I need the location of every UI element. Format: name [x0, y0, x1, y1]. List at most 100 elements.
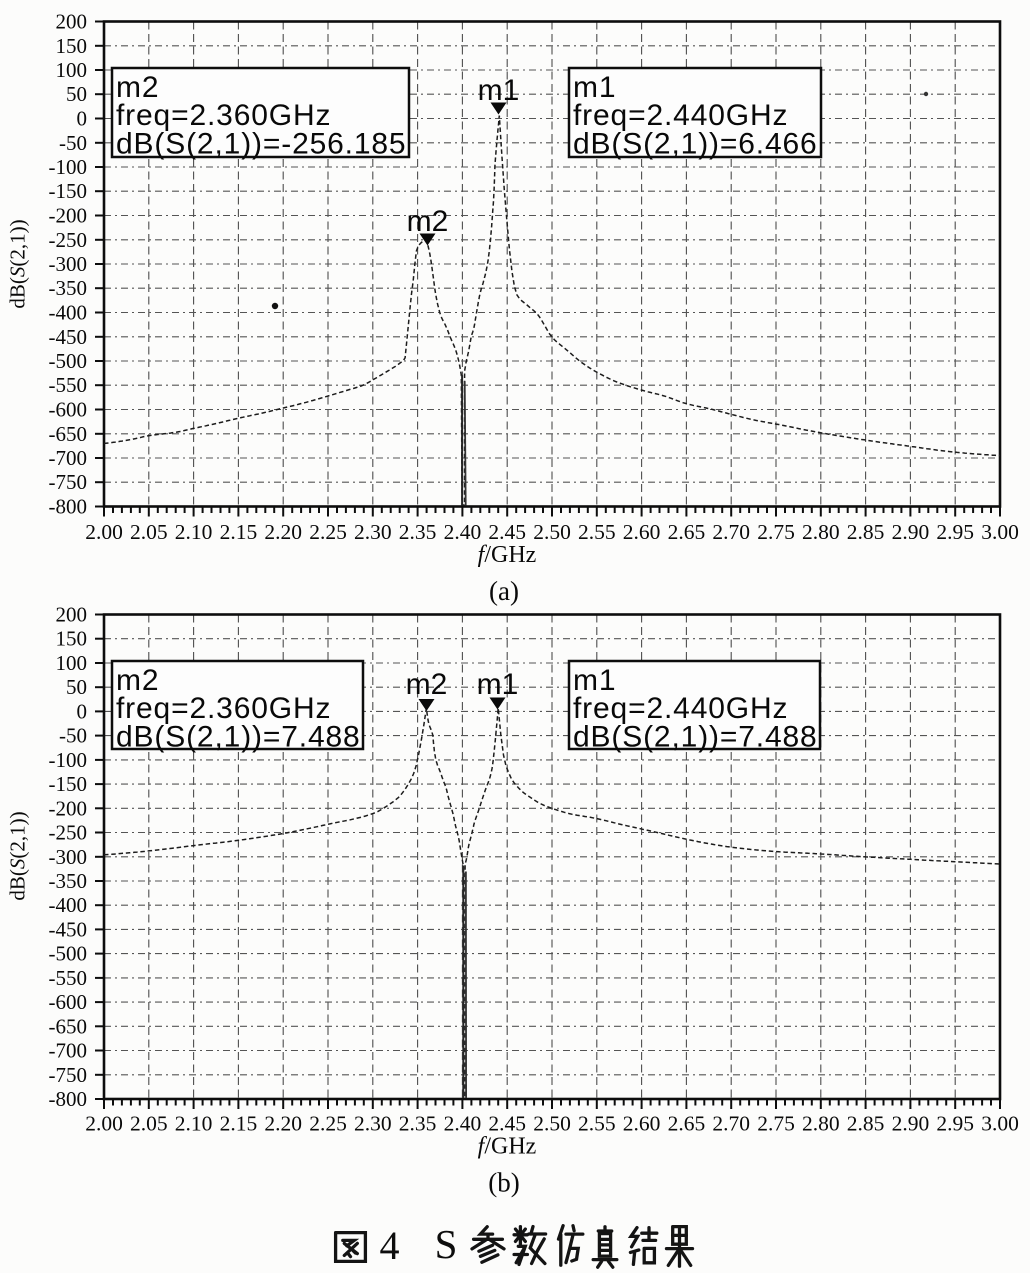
svg-text:4: 4 [380, 1223, 400, 1268]
svg-text:dB(S(2,1))=-256.185: dB(S(2,1))=-256.185 [116, 127, 406, 160]
svg-text:(a): (a) [489, 576, 519, 606]
svg-text:-200: -200 [49, 796, 88, 820]
svg-text:2.45: 2.45 [488, 1112, 526, 1136]
svg-text:2.15: 2.15 [220, 1112, 258, 1136]
svg-text:2.50: 2.50 [533, 1112, 571, 1136]
svg-text:-50: -50 [59, 131, 87, 155]
svg-text:2.90: 2.90 [892, 520, 930, 544]
svg-text:3.00: 3.00 [981, 1112, 1019, 1136]
svg-text:2.95: 2.95 [936, 520, 974, 544]
svg-text:200: 200 [56, 603, 88, 627]
svg-text:2.55: 2.55 [578, 1112, 616, 1136]
svg-text:2.30: 2.30 [354, 1112, 392, 1136]
svg-text:150: 150 [56, 34, 88, 58]
svg-text:-800: -800 [49, 495, 88, 519]
svg-text:-250: -250 [49, 821, 88, 845]
svg-text:dB(S(2,1)): dB(S(2,1)) [6, 811, 30, 900]
svg-text:2.90: 2.90 [892, 1112, 930, 1136]
svg-text:-550: -550 [49, 373, 88, 397]
svg-text:f/GHz: f/GHz [478, 542, 537, 568]
svg-text:dB(S(2,1))=7.488: dB(S(2,1))=7.488 [573, 720, 818, 753]
svg-text:2.15: 2.15 [220, 520, 258, 544]
svg-text:m1: m1 [573, 664, 616, 697]
svg-text:2.70: 2.70 [712, 1112, 750, 1136]
svg-text:f/GHz: f/GHz [478, 1134, 537, 1160]
svg-text:2.10: 2.10 [175, 1112, 213, 1136]
svg-text:2.20: 2.20 [264, 1112, 302, 1136]
svg-text:2.40: 2.40 [444, 1112, 482, 1136]
svg-text:2.45: 2.45 [488, 520, 526, 544]
svg-text:-650: -650 [49, 422, 88, 446]
svg-text:-600: -600 [49, 398, 88, 422]
svg-text:freq=2.360GHz: freq=2.360GHz [116, 99, 331, 132]
svg-text:-200: -200 [49, 204, 88, 228]
svg-text:freq=2.440GHz: freq=2.440GHz [573, 99, 788, 132]
svg-text:dB(S(2,1))=7.488: dB(S(2,1))=7.488 [116, 720, 361, 753]
svg-text:2.85: 2.85 [847, 1112, 885, 1136]
svg-text:-750: -750 [49, 470, 88, 494]
svg-text:-300: -300 [49, 252, 88, 276]
svg-text:dB(S(2,1))=6.466: dB(S(2,1))=6.466 [573, 127, 818, 160]
svg-text:(b): (b) [488, 1168, 519, 1198]
svg-text:200: 200 [56, 10, 88, 34]
svg-text:m2: m2 [116, 664, 159, 697]
svg-text:100: 100 [56, 651, 88, 675]
svg-text:2.50: 2.50 [533, 520, 571, 544]
svg-text:dB(S(2,1)): dB(S(2,1)) [6, 219, 30, 308]
svg-text:2.00: 2.00 [85, 520, 123, 544]
svg-text:-450: -450 [49, 325, 88, 349]
svg-text:-150: -150 [49, 772, 88, 796]
svg-text:2.75: 2.75 [757, 1112, 795, 1136]
svg-text:2.80: 2.80 [802, 520, 840, 544]
svg-text:-300: -300 [49, 845, 88, 869]
svg-text:-400: -400 [49, 301, 88, 325]
svg-text:2.85: 2.85 [847, 520, 885, 544]
svg-text:-150: -150 [49, 179, 88, 203]
svg-text:2.25: 2.25 [309, 1112, 347, 1136]
svg-text:2.60: 2.60 [623, 1112, 661, 1136]
svg-text:S: S [435, 1221, 458, 1267]
svg-text:m1: m1 [477, 668, 519, 701]
svg-text:50: 50 [66, 675, 87, 699]
svg-text:2.05: 2.05 [130, 1112, 168, 1136]
svg-text:m1: m1 [478, 74, 520, 107]
svg-text:2.00: 2.00 [85, 1112, 123, 1136]
svg-text:-800: -800 [49, 1087, 88, 1111]
svg-text:-500: -500 [49, 942, 88, 966]
svg-text:-700: -700 [49, 1039, 88, 1063]
svg-text:50: 50 [66, 82, 87, 106]
svg-text:2.35: 2.35 [399, 1112, 437, 1136]
svg-text:2.10: 2.10 [175, 520, 213, 544]
svg-text:-600: -600 [49, 990, 88, 1014]
svg-text:2.25: 2.25 [309, 520, 347, 544]
svg-text:2.05: 2.05 [130, 520, 168, 544]
svg-text:2.95: 2.95 [936, 1112, 974, 1136]
svg-text:m2: m2 [407, 205, 449, 238]
svg-text:-400: -400 [49, 893, 88, 917]
svg-text:m2: m2 [116, 71, 159, 104]
svg-text:2.55: 2.55 [578, 520, 616, 544]
svg-text:-650: -650 [49, 1014, 88, 1038]
svg-text:freq=2.360GHz: freq=2.360GHz [116, 692, 331, 725]
svg-text:2.20: 2.20 [264, 520, 302, 544]
svg-text:m1: m1 [573, 71, 616, 104]
svg-text:150: 150 [56, 627, 88, 651]
svg-text:-350: -350 [49, 869, 88, 893]
svg-text:m2: m2 [406, 668, 448, 701]
svg-text:-350: -350 [49, 276, 88, 300]
svg-text:3.00: 3.00 [981, 520, 1019, 544]
svg-text:-750: -750 [49, 1063, 88, 1087]
svg-text:-700: -700 [49, 446, 88, 470]
svg-text:2.80: 2.80 [802, 1112, 840, 1136]
svg-text:-500: -500 [49, 349, 88, 373]
svg-text:2.70: 2.70 [712, 520, 750, 544]
svg-text:0: 0 [77, 699, 88, 723]
svg-text:-100: -100 [49, 748, 88, 772]
svg-text:2.30: 2.30 [354, 520, 392, 544]
svg-text:2.65: 2.65 [668, 1112, 706, 1136]
svg-text:-100: -100 [49, 155, 88, 179]
svg-text:-250: -250 [49, 228, 88, 252]
svg-text:-50: -50 [59, 724, 87, 748]
svg-text:2.75: 2.75 [757, 520, 795, 544]
svg-text:-550: -550 [49, 966, 88, 990]
